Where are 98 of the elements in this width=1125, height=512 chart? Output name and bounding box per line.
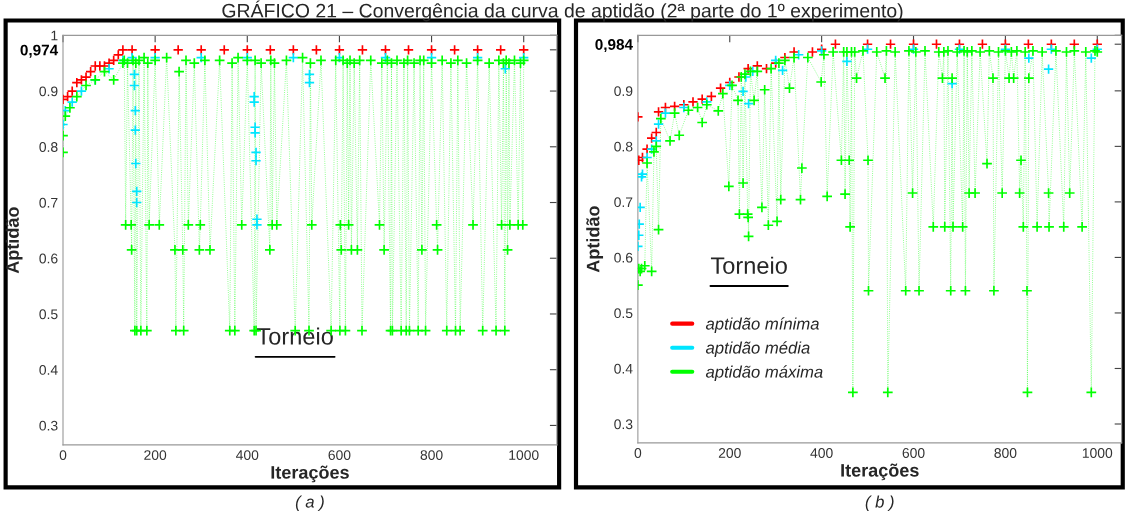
point <box>653 118 665 130</box>
point <box>1022 38 1034 50</box>
y-tick-label: 0.3 <box>614 419 633 430</box>
y-tick-label: 0.4 <box>39 365 58 375</box>
x-tick-label: 600 <box>328 450 351 460</box>
x-tick-label: 600 <box>902 448 925 458</box>
point <box>195 52 207 64</box>
point <box>195 44 207 56</box>
y-tick-label: 0.7 <box>39 197 58 208</box>
point <box>1023 52 1035 64</box>
point <box>130 158 142 169</box>
x-tick-label: 0 <box>634 448 642 458</box>
annotation: Torneio <box>256 327 333 345</box>
point <box>743 98 755 110</box>
point <box>287 52 299 64</box>
y-tick-label: 0.9 <box>614 86 633 97</box>
point <box>499 63 511 75</box>
point <box>737 85 749 97</box>
point <box>1045 43 1057 55</box>
point <box>862 43 874 55</box>
point <box>885 38 897 50</box>
point <box>131 197 143 209</box>
y-tick-label: 0.5 <box>39 309 58 320</box>
point <box>248 96 260 108</box>
x-tick-label: 400 <box>236 450 259 460</box>
y-axis-title: Aptidão <box>5 207 23 274</box>
y-tick-label: 0.3 <box>39 420 58 431</box>
x-tick-label: 1000 <box>509 450 539 460</box>
point <box>303 68 315 80</box>
y-tick-label: 0.6 <box>39 253 58 264</box>
point <box>172 44 184 56</box>
y-tick-label: 0,974 <box>20 44 59 58</box>
x-tick-label: 200 <box>718 448 741 458</box>
point <box>356 44 368 56</box>
legend-label: aptidão mínima <box>705 317 819 333</box>
y-tick-label: 0.9 <box>39 86 58 97</box>
point <box>518 44 530 56</box>
x-tick-label: 1000 <box>1082 448 1113 458</box>
point <box>829 38 841 50</box>
point <box>841 55 853 67</box>
point <box>129 124 141 136</box>
point <box>687 96 699 108</box>
point <box>249 127 261 139</box>
point <box>218 44 230 56</box>
point <box>705 90 717 102</box>
x-tick-label: 0 <box>59 450 67 460</box>
point <box>777 64 789 76</box>
point <box>426 44 438 56</box>
point <box>1085 52 1097 64</box>
point <box>126 44 138 56</box>
annotation: Torneio <box>710 256 787 274</box>
point <box>472 44 484 56</box>
legend-label: aptidão máxima <box>705 365 823 382</box>
point <box>264 44 276 56</box>
point <box>379 44 391 56</box>
y-tick-label: 0.5 <box>614 308 633 319</box>
y-tick-label: 0,984 <box>595 39 633 53</box>
x-tick-label: 200 <box>144 450 167 460</box>
y-tick-label: 0.7 <box>614 197 633 208</box>
text: ( a ) <box>295 495 324 511</box>
point <box>241 44 253 56</box>
y-tick-label: 0.8 <box>39 142 58 152</box>
point <box>1043 63 1055 75</box>
text: ( b ) <box>865 495 894 511</box>
point <box>449 44 461 56</box>
point <box>128 68 140 80</box>
point <box>250 155 262 167</box>
point <box>303 77 315 89</box>
point <box>129 105 141 117</box>
y-tick-label: 0.4 <box>614 363 633 374</box>
point <box>250 146 262 158</box>
point <box>495 44 507 56</box>
y-tick-label: 1 <box>51 30 58 41</box>
point <box>251 219 263 231</box>
point <box>976 38 988 50</box>
y-tick-label: 0.8 <box>614 141 633 152</box>
legend-label: aptidão média <box>705 341 810 358</box>
point <box>310 44 322 56</box>
point <box>930 38 942 50</box>
x-tick-label: 800 <box>420 450 443 460</box>
point <box>75 85 87 97</box>
x-tick-label: 400 <box>810 448 833 458</box>
point <box>131 185 143 197</box>
point <box>793 49 805 61</box>
point <box>403 44 415 56</box>
y-tick-label: 0.6 <box>614 252 633 263</box>
y-axis-title: Aptidão <box>586 206 604 273</box>
x-axis-title: Iterações <box>841 463 919 481</box>
point <box>715 82 727 94</box>
x-tick-label: 800 <box>994 448 1017 458</box>
x-axis-title: Iterações <box>271 465 349 483</box>
chart-title: GRÁFICO 21 – Convergência da curva de aptidão (2ª parte do 1º experimento) <box>222 0 903 22</box>
point <box>806 46 818 58</box>
point <box>149 44 161 56</box>
point <box>659 107 671 119</box>
point <box>287 44 299 56</box>
point <box>128 79 140 91</box>
point <box>333 44 345 56</box>
